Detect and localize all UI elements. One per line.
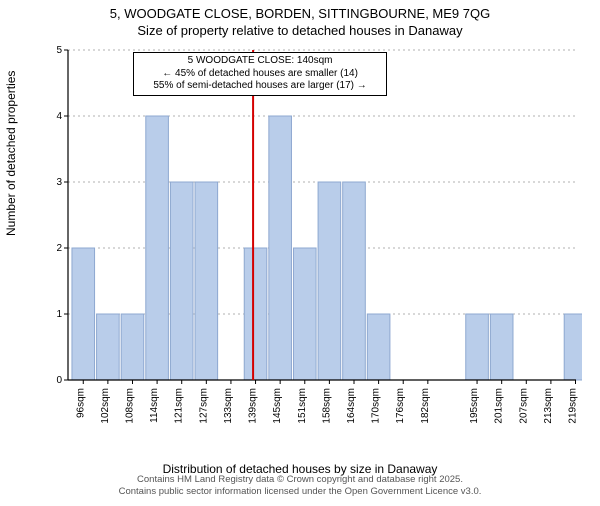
chart-title-sub: Size of property relative to detached ho…: [0, 23, 600, 38]
x-tick-label: 127sqm: [198, 388, 209, 424]
y-tick-label: 3: [56, 177, 62, 188]
x-tick-label: 96sqm: [75, 388, 86, 418]
histogram-bar: [466, 314, 489, 380]
footer-line-1: Contains HM Land Registry data © Crown c…: [0, 474, 600, 486]
callout-property: 5 WOODGATE CLOSE: 140sqm: [140, 55, 380, 68]
histogram-bar: [244, 248, 267, 380]
y-tick-label: 5: [56, 46, 62, 56]
histogram-bar: [97, 314, 120, 380]
y-tick-label: 2: [56, 243, 62, 254]
y-tick-label: 0: [56, 375, 62, 386]
histogram-bar: [490, 314, 513, 380]
histogram-bar: [318, 182, 341, 380]
x-tick-label: 108sqm: [124, 388, 135, 424]
x-tick-label: 207sqm: [518, 388, 529, 424]
histogram-bar: [293, 248, 316, 380]
x-tick-label: 195sqm: [469, 388, 480, 424]
attribution-footer: Contains HM Land Registry data © Crown c…: [0, 474, 600, 498]
x-tick-label: 145sqm: [272, 388, 283, 424]
histogram-bar: [564, 314, 582, 380]
x-tick-label: 170sqm: [371, 388, 382, 424]
histogram-bar: [146, 116, 169, 380]
x-tick-label: 102sqm: [100, 388, 111, 424]
histogram-bar: [121, 314, 144, 380]
callout-larger: 55% of semi-detached houses are larger (…: [140, 80, 380, 93]
x-tick-label: 151sqm: [297, 388, 308, 424]
x-tick-label: 139sqm: [248, 388, 259, 424]
x-tick-label: 176sqm: [395, 388, 406, 424]
histogram-bar: [72, 248, 95, 380]
histogram-bar: [195, 182, 218, 380]
chart-title-main: 5, WOODGATE CLOSE, BORDEN, SITTINGBOURNE…: [0, 6, 600, 21]
x-tick-label: 182sqm: [420, 388, 431, 424]
histogram-bar: [343, 182, 366, 380]
histogram-bar: [170, 182, 193, 380]
histogram-bar: [367, 314, 390, 380]
y-tick-label: 1: [56, 309, 62, 320]
histogram-chart: 0 1 2 3 4 5 96sqm 102sqm 108sqm 114sqm 121sqm 127sq…: [46, 46, 582, 426]
x-tick-label: 213sqm: [543, 388, 554, 424]
x-tick-label: 121sqm: [174, 388, 185, 424]
callout-smaller: ← 45% of detached houses are smaller (14…: [140, 68, 380, 81]
x-tick-label: 114sqm: [149, 388, 160, 423]
histogram-bar: [269, 116, 292, 380]
marker-callout: 5 WOODGATE CLOSE: 140sqm ← 45% of detach…: [133, 52, 387, 96]
x-tick-label: 219sqm: [568, 388, 579, 424]
y-axis-label: Number of detached properties: [4, 71, 18, 236]
footer-line-2: Contains public sector information licen…: [0, 486, 600, 498]
y-tick-label: 4: [56, 111, 62, 122]
x-tick-label: 133sqm: [223, 388, 234, 424]
x-tick-label: 164sqm: [346, 388, 357, 424]
x-tick-label: 201sqm: [494, 388, 505, 424]
x-tick-label: 158sqm: [321, 388, 332, 424]
